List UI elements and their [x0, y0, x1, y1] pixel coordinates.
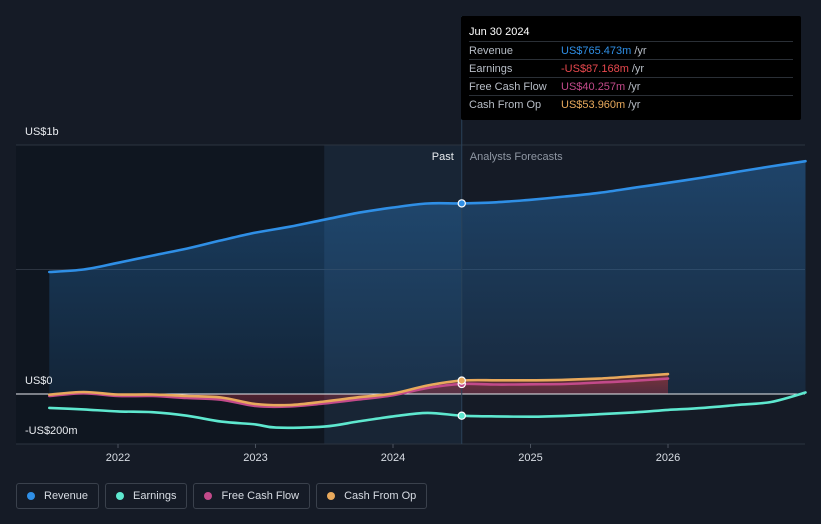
x-tick-label: 2023	[243, 452, 267, 464]
tooltip-unit: /yr	[628, 98, 641, 111]
revenue-line	[48, 159, 807, 274]
y-tick-label: US$0	[25, 375, 53, 387]
cash-from-op-area	[49, 374, 668, 406]
legend-item-revenue[interactable]: Revenue	[16, 483, 100, 509]
series-lines	[48, 159, 807, 430]
tooltip-row: Earnings -US$87.168m/yr	[469, 59, 793, 77]
x-tick-label: 2024	[381, 452, 405, 464]
fcf-line	[48, 377, 670, 409]
tooltip-row: Free Cash Flow US$40.257m/yr	[469, 77, 793, 95]
circle-dot-icon	[204, 492, 213, 500]
tooltip-label: Free Cash Flow	[469, 80, 547, 93]
circle-dot-icon	[327, 492, 336, 500]
tooltip: Jun 30 2024 Revenue US$765.473m/yr Earning…	[461, 16, 801, 120]
circle-dot-icon	[27, 492, 35, 500]
legend-label: Cash From Op	[344, 490, 417, 502]
tooltip-rows: Revenue US$765.473m/yr Earnings -US$87.168m…	[469, 41, 793, 113]
legend-item-cash-from-op[interactable]: Cash From Op	[316, 483, 428, 509]
cfo-line	[48, 372, 670, 407]
tooltip-value: US$53.960m	[561, 98, 626, 111]
cfo-marker	[457, 376, 466, 385]
tooltip-value: -US$87.168m	[561, 62, 629, 75]
earnings-marker	[457, 411, 466, 420]
tooltip-row: Cash From Op US$53.960m/yr	[469, 95, 793, 113]
past-label: Past	[432, 151, 454, 163]
legend-item-free-cash-flow[interactable]: Free Cash Flow	[193, 483, 311, 509]
legend-label: Free Cash Flow	[221, 490, 300, 502]
circle-dot-icon	[116, 492, 125, 500]
x-tick-label: 2025	[518, 452, 542, 464]
x-tick-label: 2026	[656, 452, 680, 464]
tooltip-unit: /yr	[631, 62, 645, 75]
legend-label: Earnings	[133, 490, 177, 502]
y-tick-label: -US$200m	[25, 425, 78, 437]
tooltip-label: Earnings	[469, 62, 513, 75]
series-markers	[457, 199, 466, 420]
tooltip-unit: /yr	[634, 44, 647, 57]
y-axis: US$1b US$0 -US$200m	[25, 126, 78, 437]
legend-label: Revenue	[44, 490, 89, 502]
y-tick-label: US$1b	[25, 126, 59, 138]
forecast-label: Analysts Forecasts	[470, 151, 563, 163]
tooltip-label: Revenue	[469, 44, 514, 57]
tooltip-label: Cash From Op	[469, 98, 542, 111]
tooltip-value: US$40.257m	[561, 80, 626, 93]
revenue-area	[49, 161, 806, 394]
tooltip-value: US$765.473m	[561, 44, 632, 57]
x-axis: 2022 2023 2024 2025 2026	[106, 444, 680, 464]
x-tick-label: 2022	[106, 452, 130, 464]
tooltip-row: Revenue US$765.473m/yr	[469, 41, 793, 59]
tooltip-date: Jun 30 2024	[469, 26, 530, 38]
legend: Revenue Earnings Free Cash Flow Cash From O…	[16, 483, 428, 511]
tooltip-unit: /yr	[628, 80, 641, 93]
legend-item-earnings[interactable]: Earnings	[105, 483, 188, 509]
revenue-marker	[457, 199, 466, 208]
earnings-line	[48, 391, 807, 430]
